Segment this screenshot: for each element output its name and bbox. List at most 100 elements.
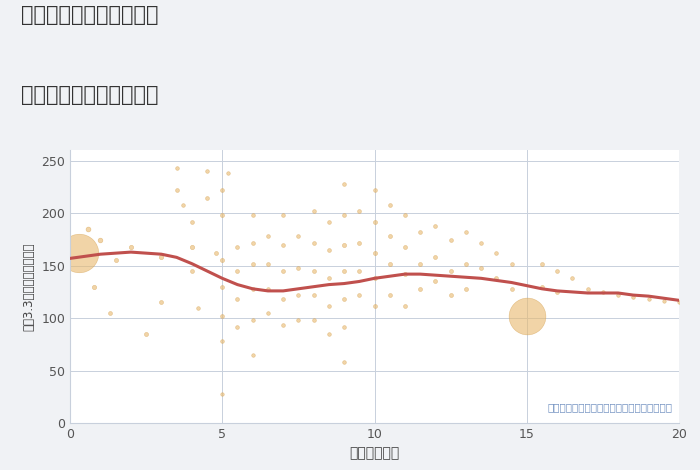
Point [369, 250, 380, 257]
Point [232, 323, 243, 330]
Point [506, 285, 517, 292]
Point [323, 246, 335, 254]
Point [217, 187, 228, 194]
Point [658, 298, 669, 305]
Point [339, 212, 350, 219]
Point [354, 267, 365, 275]
Point [202, 194, 213, 201]
Point [110, 257, 121, 264]
Point [217, 390, 228, 398]
Point [339, 323, 350, 330]
Point [308, 316, 319, 324]
Point [430, 254, 441, 261]
Point [308, 207, 319, 215]
Point [673, 298, 685, 306]
Point [475, 264, 486, 272]
Point [308, 291, 319, 299]
Point [247, 316, 258, 324]
Point [247, 239, 258, 246]
Point [445, 291, 456, 299]
Point [247, 285, 258, 292]
Point [414, 228, 426, 236]
Point [262, 233, 274, 240]
Point [612, 291, 624, 299]
Point [277, 212, 289, 219]
Point [217, 212, 228, 219]
Point [308, 267, 319, 275]
Point [430, 278, 441, 285]
Point [384, 233, 395, 240]
Point [247, 212, 258, 219]
Point [186, 218, 197, 226]
Point [384, 201, 395, 209]
Point [552, 267, 563, 275]
Point [171, 164, 182, 172]
Point [125, 243, 136, 251]
Point [339, 359, 350, 366]
Point [89, 283, 100, 290]
Point [461, 285, 472, 292]
Point [339, 296, 350, 303]
Point [83, 225, 94, 233]
Point [339, 180, 350, 188]
Point [308, 239, 319, 246]
Point [217, 337, 228, 345]
Point [369, 274, 380, 282]
Point [277, 267, 289, 275]
Point [323, 330, 335, 337]
Point [223, 170, 234, 177]
Point [461, 228, 472, 236]
Point [104, 309, 116, 317]
Point [536, 260, 547, 267]
Point [232, 267, 243, 275]
Point [293, 316, 304, 324]
Point [430, 222, 441, 230]
Point [177, 201, 188, 209]
Point [354, 291, 365, 299]
Point [323, 302, 335, 309]
Point [141, 330, 152, 337]
Point [95, 236, 106, 243]
Point [475, 239, 486, 246]
Point [582, 285, 594, 292]
Point [445, 267, 456, 275]
Point [445, 236, 456, 243]
Text: 東京都町田市つくし野の: 東京都町田市つくし野の [21, 5, 158, 25]
Point [232, 243, 243, 251]
Point [217, 312, 228, 320]
Point [171, 187, 182, 194]
Point [156, 254, 167, 261]
Text: 駅距離別中古戸建て価格: 駅距離別中古戸建て価格 [21, 85, 158, 105]
Point [491, 250, 502, 257]
Point [277, 322, 289, 329]
Point [217, 283, 228, 290]
Point [597, 288, 608, 296]
Point [262, 260, 274, 267]
Point [247, 351, 258, 359]
Point [293, 291, 304, 299]
Point [193, 304, 204, 312]
Point [74, 250, 85, 257]
Point [339, 267, 350, 275]
Point [277, 241, 289, 249]
Point [384, 291, 395, 299]
Point [369, 218, 380, 226]
Point [262, 285, 274, 292]
Point [521, 312, 532, 320]
Point [186, 243, 197, 251]
Point [399, 212, 410, 219]
Point [567, 274, 578, 282]
Point [399, 243, 410, 251]
Point [399, 270, 410, 278]
Point [354, 239, 365, 246]
Point [536, 283, 547, 290]
Point [156, 298, 167, 306]
Point [414, 260, 426, 267]
Point [399, 302, 410, 309]
Point [211, 250, 222, 257]
Point [186, 267, 197, 275]
Point [262, 309, 274, 317]
Point [461, 260, 472, 267]
X-axis label: 駅距離（分）: 駅距離（分） [349, 446, 400, 461]
Point [628, 293, 639, 301]
